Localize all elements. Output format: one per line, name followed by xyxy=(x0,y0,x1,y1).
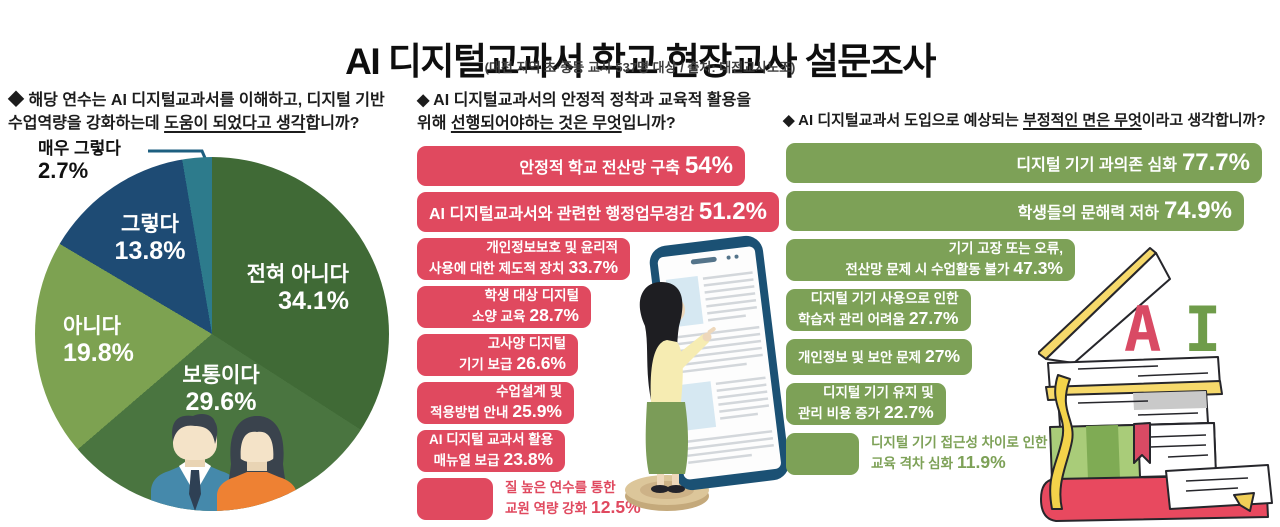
page-subtitle: (대전 지역 초·중등 교사 537명 대상 / 출처: 대전교사노조) xyxy=(484,60,796,75)
bar: 디지털 기기 사용으로 인한 학습자 관리 어려움 27.7% xyxy=(786,289,971,331)
bar: 고사양 디지털 기기 보급 26.6% xyxy=(417,334,578,376)
bar-row: 개인정보보호 및 윤리적 사용에 대한 제도적 장치 33.7% xyxy=(417,238,779,280)
bar: 개인정보 및 보안 문제 27% xyxy=(786,339,973,375)
pie-slice-label: 그렇다 13.8% xyxy=(114,213,186,265)
pie-slice-label: 보통이다 29.6% xyxy=(182,364,260,416)
bar-row: 학생 대상 디지털 소양 교육 28.7% xyxy=(417,286,779,328)
bar-row: AI 디지털 교과서 활용 매뉴얼 보급 23.8% xyxy=(417,430,779,472)
standing-teacher-icon xyxy=(639,282,716,493)
ai-books-illustration: A I xyxy=(1038,247,1273,522)
bar-label: 학생 대상 디지털 소양 교육 28.7% xyxy=(471,288,579,325)
bar: 학생 대상 디지털 소양 교육 28.7% xyxy=(417,286,591,328)
bar-label: 디지털 기기 과의존 심화 77.7% xyxy=(1016,149,1250,177)
teacher-tablet-illustration xyxy=(625,235,789,511)
bar: 기기 고장 또는 오류, 전산망 문제 시 수업활동 불가 47.3% xyxy=(786,239,1075,281)
bar-label: 개인정보 및 보안 문제 27% xyxy=(798,346,961,367)
bar-row: 수업설계 및 적용방법 안내 25.9% xyxy=(417,382,779,424)
bar-row: 고사양 디지털 기기 보급 26.6% xyxy=(417,334,779,376)
bar: 안정적 학교 전산망 구축 54% xyxy=(417,146,745,186)
bar-row: 기기 고장 또는 오류, 전산망 문제 시 수업활동 불가 47.3% xyxy=(786,239,1262,281)
bar-label: 디지털 기기 사용으로 인한 학습자 관리 어려움 27.7% xyxy=(798,291,959,328)
bar-label: 디지털 기기 유지 및 관리 비용 증가 22.7% xyxy=(798,385,934,422)
ai-letter-i: I xyxy=(1184,293,1221,366)
bar-label: AI 디지털교과서와 관련한 행정업무경감 51.2% xyxy=(429,198,767,226)
bar-label: 수업설계 및 적용방법 안내 25.9% xyxy=(430,384,562,421)
bar-label: 안정적 학교 전산망 구축 54% xyxy=(519,152,733,180)
ai-pixel-text: A I xyxy=(1124,293,1221,366)
pie-slice-label: 아니다 19.8% xyxy=(63,315,134,367)
bar-label: 개인정보보호 및 윤리적 사용에 대한 제도적 장치 33.7% xyxy=(429,240,619,277)
gray-book-icon xyxy=(1057,390,1209,428)
white-book-icon xyxy=(1165,464,1273,512)
pie-slice-label: 전혀 아니다 34.1% xyxy=(246,263,349,315)
bar xyxy=(786,433,859,475)
bar: 학생들의 문해력 저하 74.9% xyxy=(786,191,1244,231)
pie-callout-label: 매우 그렇다 xyxy=(38,139,121,158)
bar-label: 디지털 기기 접근성 차이로 인한 교육 격차 심화 11.9% xyxy=(871,435,1048,472)
bar-label: 고사양 디지털 기기 보급 26.6% xyxy=(458,336,566,373)
bar: 디지털 기기 과의존 심화 77.7% xyxy=(786,143,1262,183)
bar-row: 디지털 기기 사용으로 인한 학습자 관리 어려움 27.7% xyxy=(786,289,1262,331)
page-title: AI 디지털교과서 학교 현장교사 설문조사 xyxy=(345,40,936,82)
ribbon-bookmark-icon xyxy=(1049,374,1074,510)
bar: 디지털 기기 유지 및 관리 비용 증가 22.7% xyxy=(786,383,946,425)
prerequisites-bar-chart: 안정적 학교 전산망 구축 54% AI 디지털교과서와 관련한 행정업무경감 51.… xyxy=(417,146,779,526)
ai-letter-a: A xyxy=(1124,293,1161,366)
bar xyxy=(417,478,493,520)
bar-label: 기기 고장 또는 오류, 전산망 문제 시 수업활동 불가 47.3% xyxy=(845,241,1063,278)
green-book-icon xyxy=(1049,422,1217,482)
bar-row: AI 디지털교과서와 관련한 행정업무경감 51.2% xyxy=(417,192,779,232)
bar-row: 안정적 학교 전산망 구축 54% xyxy=(417,146,779,186)
pie-callout-very-yes: 매우 그렇다 2.7% xyxy=(38,139,121,183)
bar-row: 질 높은 연수를 통한 교원 역량 강화 12.5% xyxy=(417,478,779,520)
teacher-woman-avatar xyxy=(217,416,297,511)
pie-callout-value: 2.7% xyxy=(38,157,89,183)
bar: 수업설계 및 적용방법 안내 25.9% xyxy=(417,382,574,424)
bar-row: 디지털 기기 유지 및 관리 비용 증가 22.7% xyxy=(786,383,1262,425)
bar-row: 개인정보 및 보안 문제 27% xyxy=(786,339,1262,375)
bar: 개인정보보호 및 윤리적 사용에 대한 제도적 장치 33.7% xyxy=(417,238,631,280)
bar-label: AI 디지털 교과서 활용 매뉴얼 보급 23.8% xyxy=(429,432,554,469)
bar: AI 디지털 교과서 활용 매뉴얼 보급 23.8% xyxy=(417,430,566,472)
bar-label: 학생들의 문해력 저하 74.9% xyxy=(1017,197,1232,225)
bar-label: 질 높은 연수를 통한 교원 역량 강화 12.5% xyxy=(505,480,641,517)
question-training-helpfulness: ◆ 해당 연수는 AI 디지털교과서를 이해하고, 디지털 기반 수업역량을 강… xyxy=(8,92,385,132)
negatives-bar-chart: 디지털 기기 과의존 심화 77.7% 학생들의 문해력 저하 74.9% 기기 고장 … xyxy=(786,143,1262,483)
bar-row: 디지털 기기 접근성 차이로 인한 교육 격차 심화 11.9% xyxy=(786,433,1262,475)
bar: AI 디지털교과서와 관련한 행정업무경감 51.2% xyxy=(417,192,779,232)
teachers-avatar-illustration xyxy=(151,414,297,511)
bar-row: 디지털 기기 과의존 심화 77.7% xyxy=(786,143,1262,183)
question-prerequisites: ◆ AI 디지털교과서의 안정적 정착과 교육적 활용을 위해 선행되어야하는 … xyxy=(417,92,752,132)
bar-row: 학생들의 문해력 저하 74.9% xyxy=(786,191,1262,231)
pie-chart: 전혀 아니다 34.1% 보통이다 29.6% 아니다 19.8% 그렇다 13.8% xyxy=(35,157,389,511)
question-negatives: ◆ AI 디지털교과서 도입으로 예상되는 부정적인 면은 무엇이라고 생각합니… xyxy=(783,112,1266,129)
